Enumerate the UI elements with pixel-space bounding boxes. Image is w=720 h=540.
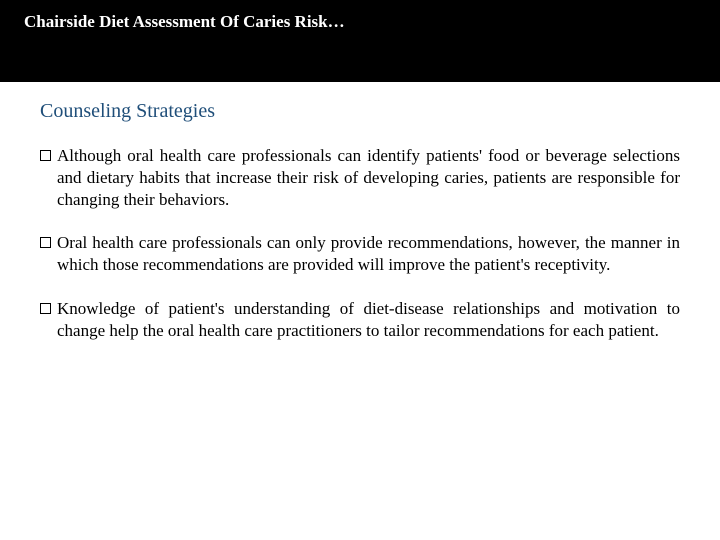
list-item: Knowledge of patient's understanding of … <box>40 298 680 342</box>
list-item: Although oral health care professionals … <box>40 145 680 210</box>
page-title: Chairside Diet Assessment Of Caries Risk… <box>24 12 696 32</box>
content-area: Counseling Strategies Although oral heal… <box>0 82 720 383</box>
section-heading: Counseling Strategies <box>40 100 680 123</box>
bullet-text: Knowledge of patient's understanding of … <box>57 298 680 342</box>
checkbox-icon <box>40 237 51 248</box>
bullet-list: Although oral health care professionals … <box>40 145 680 341</box>
bullet-text: Although oral health care professionals … <box>57 145 680 210</box>
checkbox-icon <box>40 150 51 161</box>
header-bar: Chairside Diet Assessment Of Caries Risk… <box>0 0 720 82</box>
bullet-text: Oral health care professionals can only … <box>57 232 680 276</box>
checkbox-icon <box>40 303 51 314</box>
list-item: Oral health care professionals can only … <box>40 232 680 276</box>
